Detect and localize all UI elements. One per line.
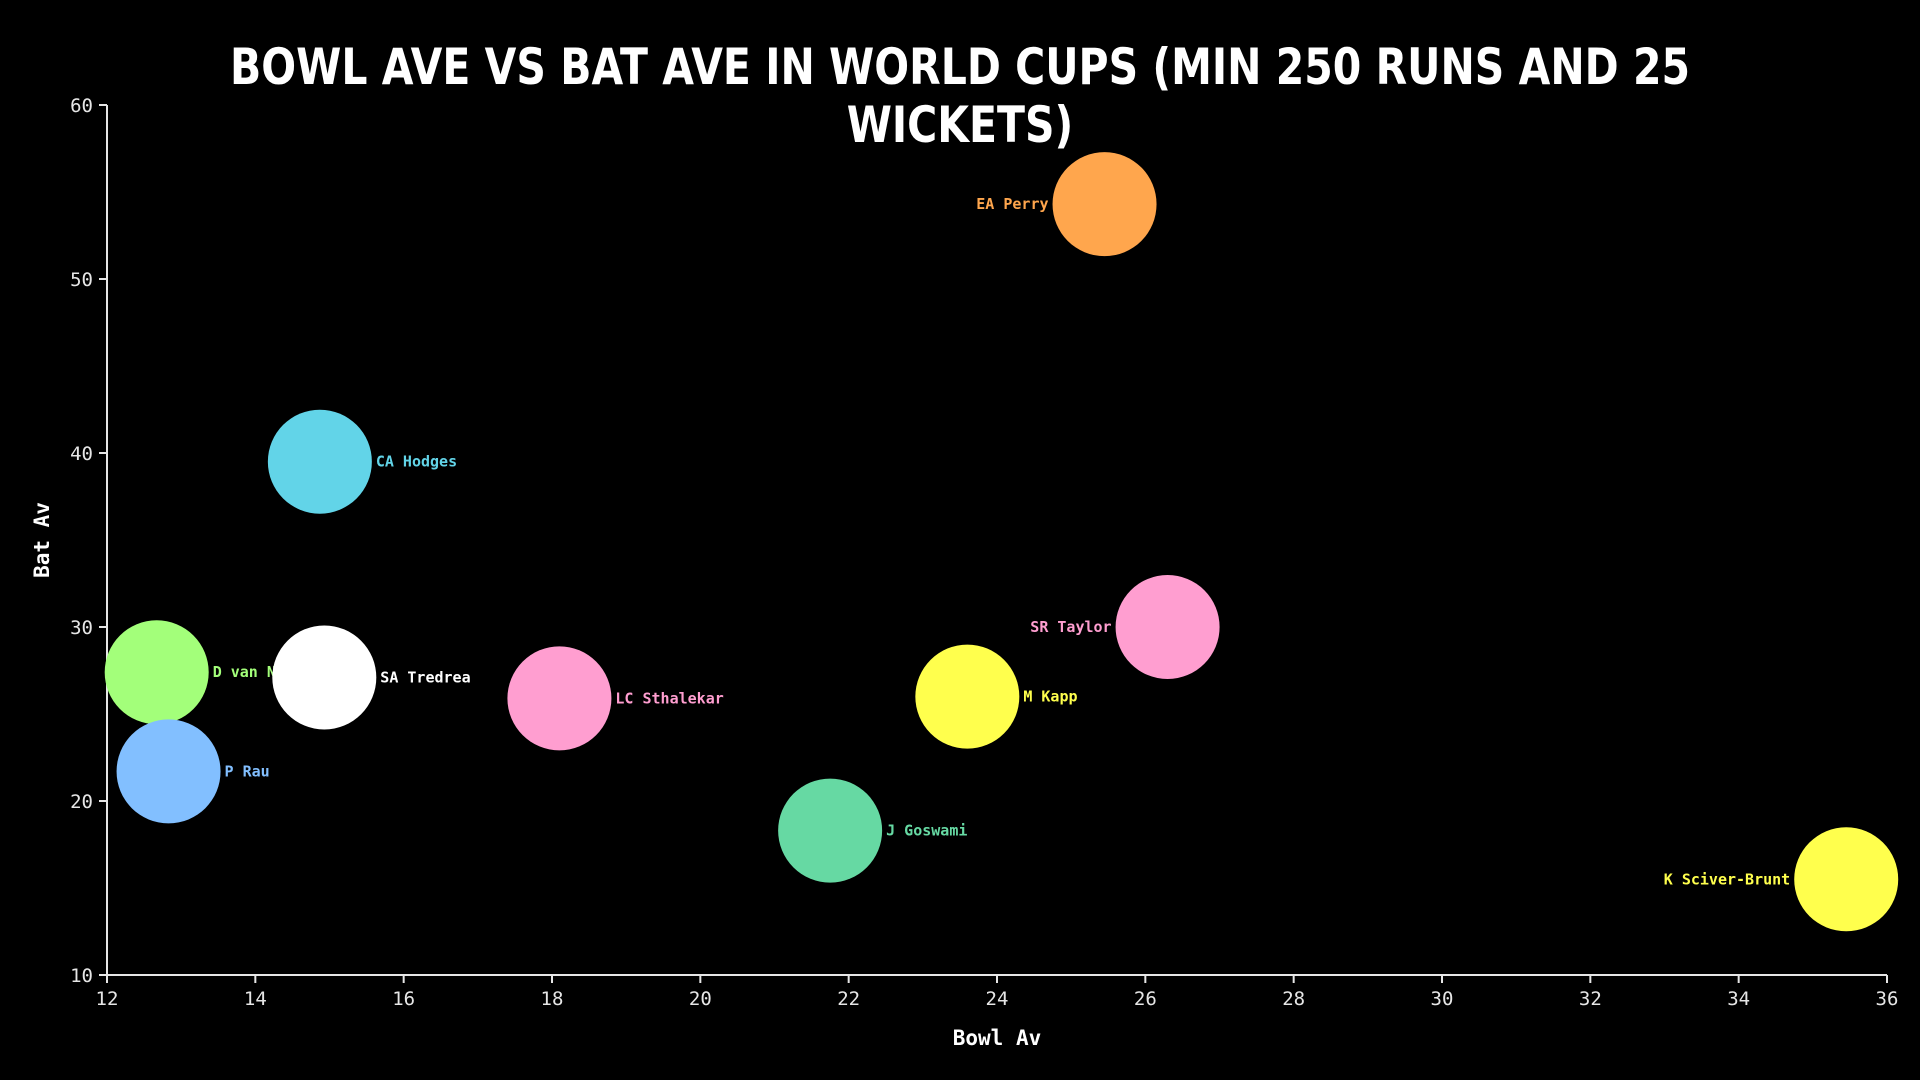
- bubble: [1052, 152, 1157, 257]
- x-tick-label: 30: [1431, 988, 1454, 1010]
- y-tick-label: 40: [70, 443, 93, 465]
- bubble: [1115, 575, 1220, 679]
- x-tick-label: 18: [541, 988, 564, 1010]
- x-tick-label: 28: [1282, 988, 1305, 1010]
- bubble: [778, 778, 883, 883]
- x-tick-label: 34: [1727, 988, 1750, 1010]
- chart-title: Bowl Ave vs Bat Ave in World Cups (min 2…: [229, 38, 1691, 154]
- point-j-goswami: J Goswami: [778, 778, 967, 883]
- y-ticks: 10 20 30 40 50 60: [70, 95, 107, 987]
- y-tick-label: 50: [70, 269, 93, 291]
- point-ca-hodges: CA Hodges: [267, 409, 457, 514]
- axes: [106, 105, 1887, 976]
- x-tick-label: 20: [689, 988, 712, 1010]
- y-axis-label: Bat Av: [30, 502, 54, 578]
- point-m-kapp: M Kapp: [915, 644, 1078, 749]
- point-label: LC Sthalekar: [615, 689, 723, 707]
- point-label: EA Perry: [976, 195, 1048, 213]
- bubble: [1794, 827, 1899, 932]
- point-label: CA Hodges: [376, 453, 457, 471]
- point-label: J Goswami: [886, 822, 967, 840]
- bubble: [267, 409, 372, 514]
- x-tick-label: 26: [1134, 988, 1157, 1010]
- y-tick-label: 30: [70, 617, 93, 639]
- point-label: SA Tredrea: [380, 668, 470, 686]
- point-k-sciver-brunt: K Sciver-Brunt: [1664, 827, 1899, 932]
- x-axis-label: Bowl Av: [953, 1026, 1042, 1050]
- bubble: [507, 646, 612, 751]
- y-tick-label: 60: [70, 95, 93, 117]
- point-sa-tredrea: SA Tredrea: [272, 625, 471, 730]
- point-sr-taylor: SR Taylor: [1030, 575, 1220, 679]
- point-label: P Rau: [225, 762, 270, 780]
- x-tick-label: 22: [837, 988, 860, 1010]
- x-tick-label: 16: [392, 988, 415, 1010]
- x-ticks: 12 14 16 18 20 22 24 26 28 30 32 34 36: [96, 975, 1899, 1010]
- point-label: M Kapp: [1023, 688, 1077, 706]
- x-tick-label: 14: [244, 988, 267, 1010]
- x-tick-label: 32: [1579, 988, 1602, 1010]
- bubble: [116, 719, 221, 824]
- x-tick-label: 12: [96, 988, 119, 1010]
- bubble: [104, 620, 209, 725]
- x-tick-label: 36: [1876, 988, 1899, 1010]
- point-ea-perry: EA Perry: [976, 152, 1157, 257]
- y-tick-label: 20: [70, 791, 93, 813]
- point-lc-sthalekar: LC Sthalekar: [507, 646, 724, 751]
- point-p-rau: P Rau: [116, 719, 270, 824]
- point-label: SR Taylor: [1030, 618, 1111, 636]
- bubble: [272, 625, 377, 730]
- x-tick-label: 24: [986, 988, 1009, 1010]
- bubble: [915, 644, 1020, 749]
- point-label: K Sciver-Brunt: [1664, 870, 1790, 888]
- y-tick-label: 10: [70, 965, 93, 987]
